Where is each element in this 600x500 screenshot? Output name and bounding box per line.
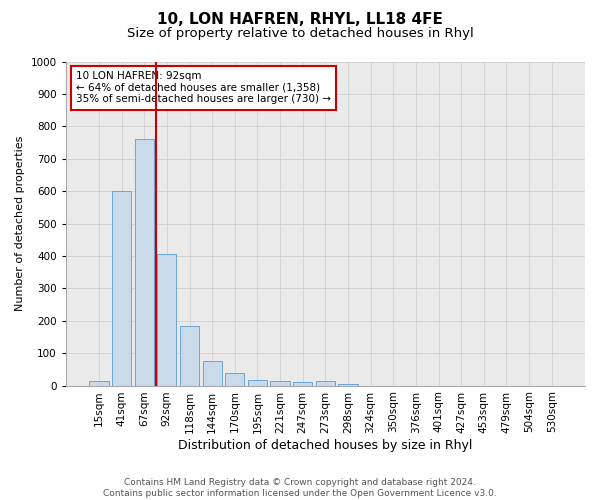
Bar (225, 374, 244, 386)
Bar (248, 380, 267, 386)
Text: Contains HM Land Registry data © Crown copyright and database right 2024.
Contai: Contains HM Land Registry data © Crown c… (103, 478, 497, 498)
Bar (338, 384, 358, 386)
Bar (89, 382, 109, 386)
Text: 10, LON HAFREN, RHYL, LL18 4FE: 10, LON HAFREN, RHYL, LL18 4FE (157, 12, 443, 28)
Bar (316, 382, 335, 386)
Bar (134, 140, 154, 386)
Text: Size of property relative to detached houses in Rhyl: Size of property relative to detached ho… (127, 28, 473, 40)
Y-axis label: Number of detached properties: Number of detached properties (15, 136, 25, 311)
Bar (271, 382, 290, 386)
Bar (157, 254, 176, 386)
Text: 10 LON HAFREN: 92sqm
← 64% of detached houses are smaller (1,358)
35% of semi-de: 10 LON HAFREN: 92sqm ← 64% of detached h… (76, 71, 331, 104)
Bar (293, 382, 313, 386)
Bar (180, 326, 199, 386)
Bar (203, 362, 222, 386)
Bar (112, 191, 131, 386)
X-axis label: Distribution of detached houses by size in Rhyl: Distribution of detached houses by size … (178, 440, 473, 452)
